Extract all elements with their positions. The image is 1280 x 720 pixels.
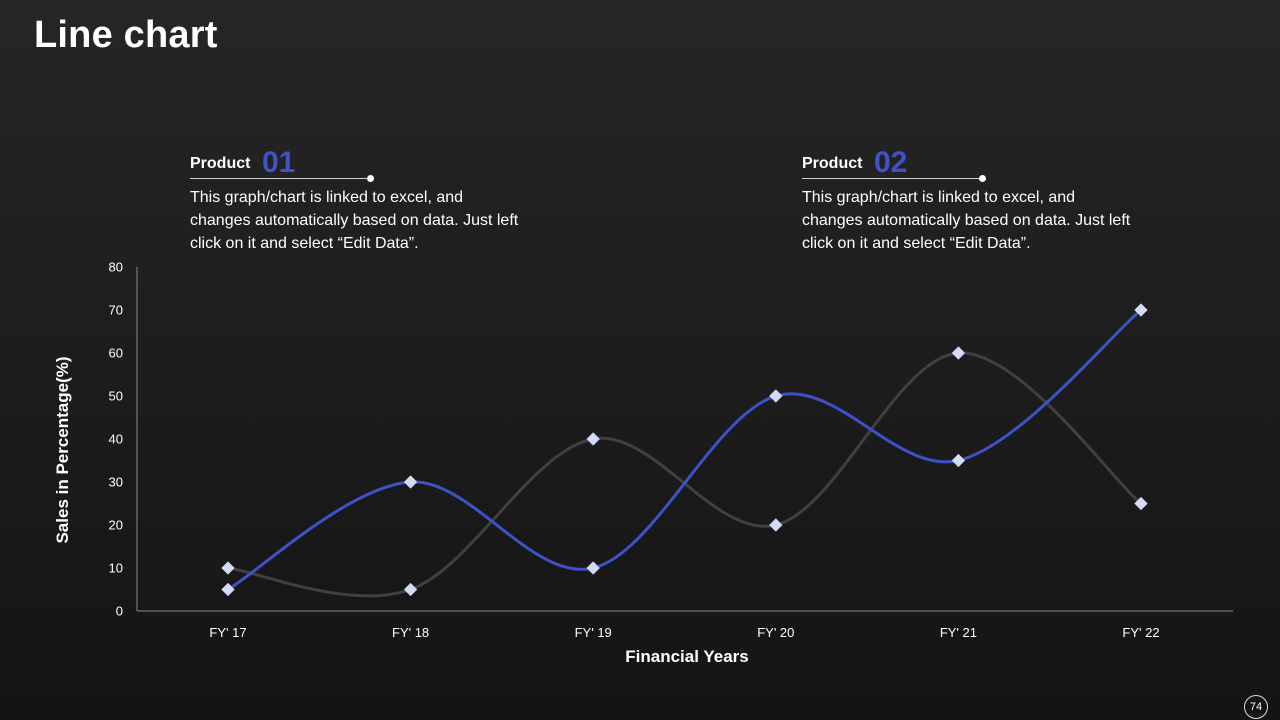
x-tick-label: FY' 21 <box>940 625 977 640</box>
series-1-point <box>768 389 783 403</box>
y-tick-label: 50 <box>109 389 123 404</box>
callout-dot-icon <box>979 175 986 182</box>
series-1-line <box>226 308 1143 591</box>
y-tick-label: 40 <box>109 432 123 447</box>
y-tick-label: 0 <box>116 604 123 619</box>
x-axis-title: Financial Years <box>625 647 748 666</box>
x-tick-label: FY' 22 <box>1122 625 1159 640</box>
y-tick-label: 20 <box>109 518 123 533</box>
callout-text: This graph/chart is linked to excel, and… <box>190 189 519 252</box>
series-1-point <box>586 561 601 575</box>
series-2-point <box>403 582 418 597</box>
y-tick-label: 60 <box>109 346 123 361</box>
callout-number: 01 <box>262 146 296 179</box>
callout-label: Product <box>190 155 251 172</box>
y-axis-title: Sales in Percentage(%) <box>53 356 72 543</box>
series-2-point <box>768 518 783 532</box>
series-2-line <box>226 351 1143 598</box>
callout-dot-icon <box>367 175 374 182</box>
series-1-point <box>221 582 235 597</box>
series-1-point <box>403 475 418 489</box>
slide-title: Line chart <box>34 14 218 56</box>
x-tick-label: FY' 20 <box>757 625 794 640</box>
callout-header: Product 01 <box>190 146 530 182</box>
page-number-badge: 74 <box>1244 695 1268 719</box>
series-1-point <box>951 453 966 468</box>
y-tick-label: 10 <box>109 561 123 576</box>
series-2-point <box>586 432 601 446</box>
product-01-callout: Product 01 This graph/chart is linked to… <box>190 146 530 255</box>
series-2-point <box>1134 496 1148 511</box>
x-tick-label: FY' 19 <box>575 625 612 640</box>
series-1-point <box>1134 303 1148 317</box>
product-02-callout: Product 02 This graph/chart is linked to… <box>802 146 1142 255</box>
callout-label: Product <box>802 155 863 172</box>
y-tick-label: 30 <box>109 475 123 490</box>
callout-text: This graph/chart is linked to excel, and… <box>802 189 1131 252</box>
y-tick-label: 70 <box>109 303 123 318</box>
x-tick-label: FY' 18 <box>392 625 429 640</box>
callout-number: 02 <box>874 146 908 179</box>
series-2-point <box>951 346 966 360</box>
x-tick-label: FY' 17 <box>209 625 246 640</box>
y-tick-label: 80 <box>109 260 123 275</box>
callout-divider <box>802 178 982 179</box>
series-2-point <box>221 561 235 575</box>
callout-header: Product 02 <box>802 146 1142 182</box>
callout-divider <box>190 178 370 179</box>
